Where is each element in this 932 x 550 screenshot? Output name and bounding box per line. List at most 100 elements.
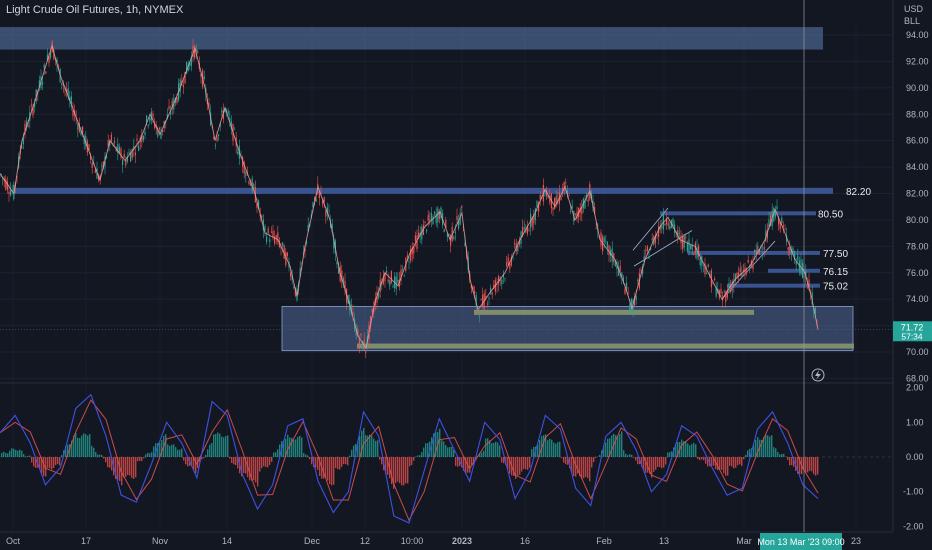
histogram-bar: [277, 449, 279, 457]
candle-body: [208, 103, 210, 105]
histogram-bar: [721, 457, 723, 470]
candle-body: [94, 169, 96, 173]
candle-body: [666, 219, 668, 225]
histogram-bar: [83, 433, 85, 457]
candle-body: [630, 298, 632, 311]
histogram-bar: [585, 457, 587, 477]
candle-body: [477, 310, 479, 312]
histogram-bar: [707, 457, 709, 467]
histogram-bar: [549, 438, 551, 457]
candle-body: [302, 252, 304, 254]
histogram-bar: [139, 457, 141, 461]
candle-body: [248, 181, 250, 185]
x-tick-label: 2023: [452, 536, 472, 546]
histogram-bar: [183, 457, 185, 461]
histogram-bar: [531, 449, 533, 457]
candle-body: [445, 219, 447, 228]
histogram-bar: [489, 440, 491, 457]
candle-body: [102, 161, 104, 169]
candle-body: [547, 195, 549, 199]
y-tick-label: 78.00: [906, 241, 929, 251]
candle-body: [85, 135, 87, 147]
candle-body: [664, 223, 666, 226]
histogram-bar: [127, 457, 129, 475]
candle-body: [53, 49, 55, 60]
histogram-bar: [397, 457, 399, 482]
histogram-bar: [749, 448, 751, 457]
candle-body: [742, 269, 744, 272]
histogram-bar: [229, 457, 231, 459]
histogram-bar: [761, 439, 763, 457]
histogram-bar: [141, 457, 143, 461]
candle-body: [501, 279, 503, 285]
histogram-bar: [45, 457, 47, 477]
x-tick-label: 10:00: [401, 536, 424, 546]
histogram-bar: [637, 457, 639, 465]
histogram-bar: [351, 449, 353, 457]
candle-body: [552, 207, 554, 211]
candle-body: [674, 224, 676, 233]
histogram-bar: [777, 451, 779, 457]
histogram-bar: [255, 457, 257, 483]
histogram-bar: [253, 457, 255, 481]
histogram-bar: [653, 457, 655, 472]
candle-body: [325, 210, 327, 217]
candle-body: [496, 284, 498, 286]
candle-body: [34, 104, 36, 108]
histogram-bar: [73, 435, 75, 457]
candle-body: [421, 226, 423, 240]
candle-body: [149, 117, 151, 122]
candle-body: [400, 270, 402, 281]
candle-body: [411, 247, 413, 255]
histogram-bar: [689, 445, 691, 457]
candle-body: [774, 210, 776, 217]
histogram-bar: [443, 441, 445, 457]
histogram-bar: [569, 457, 571, 469]
histogram-bar: [677, 442, 679, 457]
candle-body: [392, 286, 394, 288]
histogram-bar: [29, 455, 31, 457]
histogram-bar: [403, 457, 405, 486]
candle-body: [661, 226, 663, 229]
histogram-bar: [731, 457, 733, 467]
candle-body: [136, 138, 138, 141]
histogram-bar: [185, 457, 187, 465]
histogram-bar: [179, 449, 181, 457]
histogram-bar: [577, 457, 579, 474]
candle-body: [389, 280, 391, 286]
candle-body: [733, 280, 735, 287]
candle-body: [48, 55, 50, 64]
candle-body: [397, 280, 399, 283]
histogram-bar: [381, 457, 383, 465]
histogram-bar: [93, 447, 95, 457]
histogram-bar: [337, 457, 339, 470]
candle-body: [741, 273, 743, 277]
histogram-bar: [521, 457, 523, 472]
candle-body: [726, 290, 728, 298]
candle-body: [245, 172, 247, 176]
histogram-bar: [269, 457, 271, 465]
histogram-bar: [217, 432, 219, 457]
y-tick-label: 86.00: [906, 136, 929, 146]
candle-body: [195, 48, 197, 53]
histogram-bar: [35, 457, 37, 468]
candle-body: [706, 273, 708, 275]
osc-tick-label: 2.00: [906, 383, 924, 393]
histogram-bar: [757, 437, 759, 457]
candle-body: [685, 237, 687, 239]
histogram-bar: [111, 457, 113, 471]
candle-body: [221, 110, 223, 113]
histogram-bar: [119, 457, 121, 481]
candle-body: [691, 245, 693, 251]
histogram-bar: [47, 457, 49, 468]
histogram-bar: [691, 444, 693, 457]
histogram-bar: [251, 457, 253, 481]
histogram-bar: [575, 457, 577, 477]
candle-body: [406, 255, 408, 258]
histogram-bar: [195, 457, 197, 473]
histogram-bar: [91, 445, 93, 457]
candle-body: [387, 279, 389, 282]
candle-body: [35, 89, 37, 102]
histogram-bar: [537, 444, 539, 457]
